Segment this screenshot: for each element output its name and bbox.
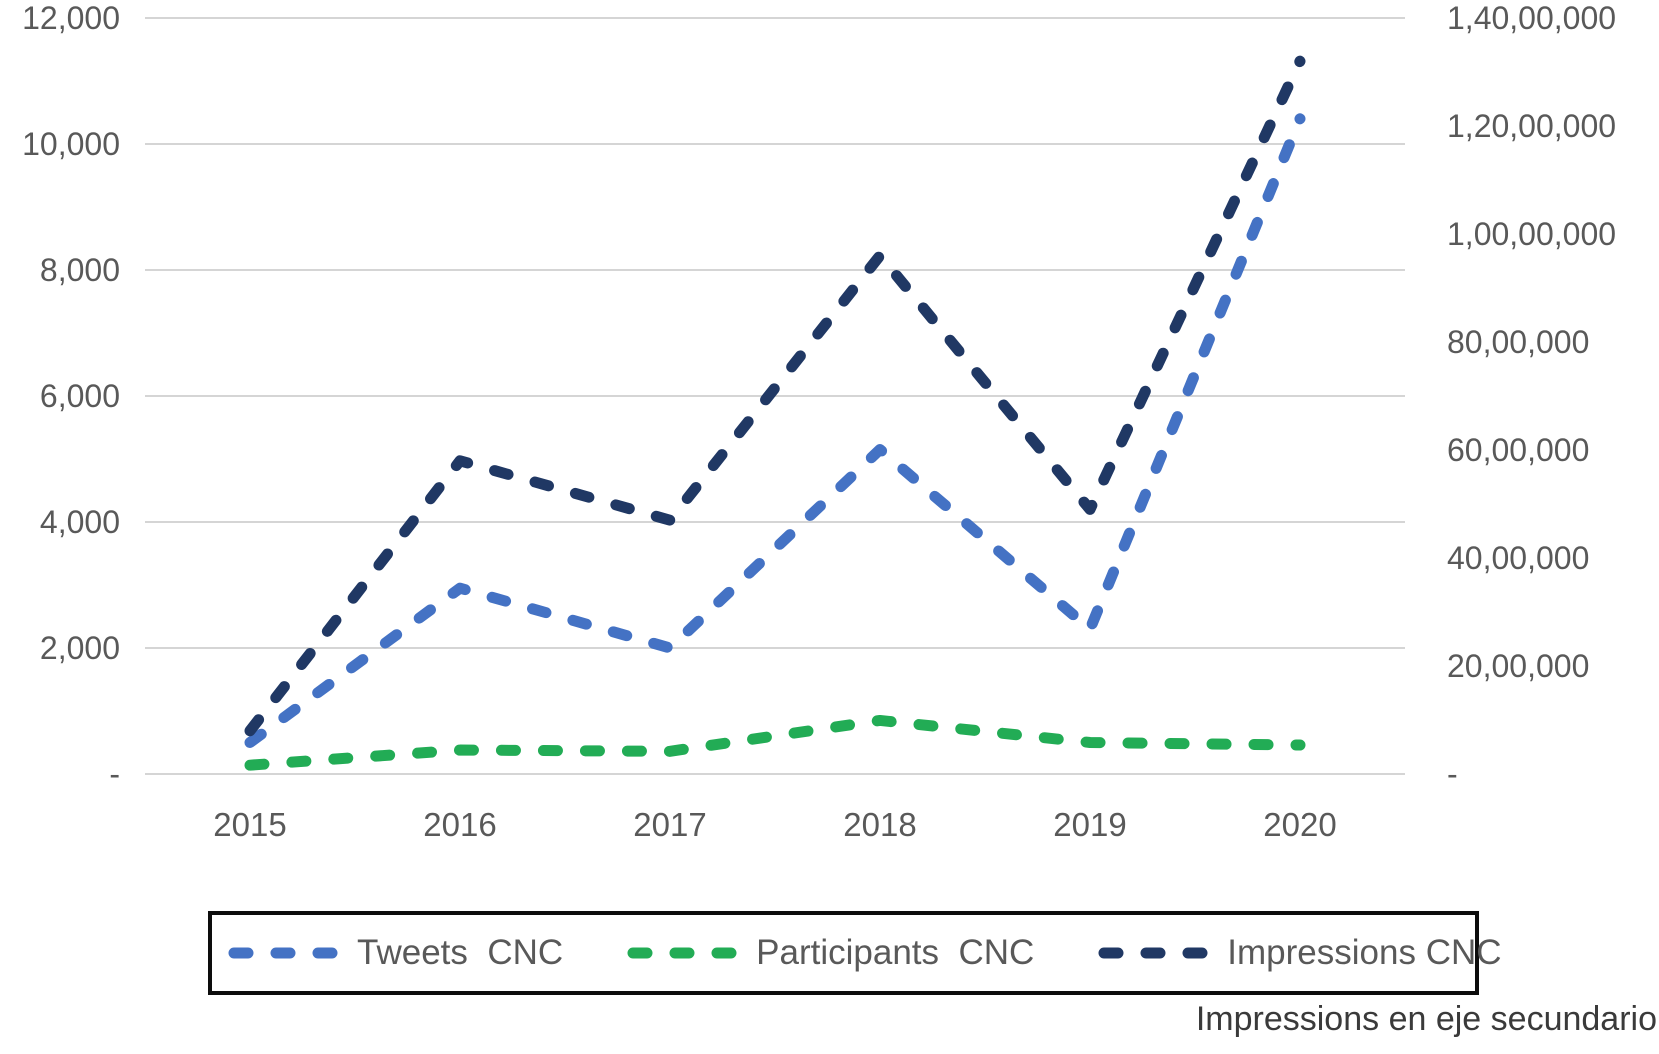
- primary-y-tick-label: 8,000: [40, 252, 120, 288]
- series-lines-group: [244, 55, 1306, 771]
- legend-item-impressions-cnc: Impressions CNC: [1096, 933, 1502, 973]
- x-tick-label: 2015: [213, 806, 286, 843]
- secondary-y-axis: - 20,00,000 40,00,000 60,00,000 80,00,000 1,0…: [1447, 0, 1616, 792]
- x-tick-label: 2020: [1263, 806, 1336, 843]
- x-tick-label: 2017: [633, 806, 706, 843]
- primary-y-tick-label: 6,000: [40, 378, 120, 414]
- legend-dash-swatch: [1098, 947, 1210, 959]
- secondary-y-tick-label: 1,00,00,000: [1447, 216, 1616, 252]
- primary-y-tick-label: 12,000: [22, 0, 120, 36]
- secondary-y-tick-label: 60,00,000: [1447, 432, 1589, 468]
- legend-dash-swatch: [228, 947, 340, 959]
- x-axis: 2015 2016 2017 2018 2019 2020: [213, 806, 1336, 843]
- series-line-participants-cnc: [244, 714, 1306, 771]
- secondary-y-tick-label: 1,20,00,000: [1447, 108, 1616, 144]
- legend: Tweets CNC Participants CNC Impressions CN…: [208, 911, 1502, 995]
- primary-y-tick-label: -: [109, 756, 120, 792]
- series-line-impressions-cnc: [244, 55, 1306, 737]
- secondary-y-tick-label: 80,00,000: [1447, 324, 1589, 360]
- legend-item-participants-cnc: Participants CNC: [625, 933, 1034, 973]
- secondary-y-tick-label: 1,40,00,000: [1447, 0, 1616, 36]
- x-tick-label: 2018: [843, 806, 916, 843]
- legend-label: Participants CNC: [756, 933, 1035, 972]
- legend-item-tweets-cnc: Tweets CNC: [226, 933, 563, 973]
- secondary-y-tick-label: -: [1447, 756, 1458, 792]
- primary-y-axis: - 2,000 4,000 6,000 8,000 10,000 12,000: [22, 0, 120, 792]
- primary-y-tick-label: 10,000: [22, 126, 120, 162]
- primary-y-tick-label: 4,000: [40, 504, 120, 540]
- legend-label: Impressions CNC: [1227, 933, 1502, 972]
- secondary-axis-note: Impressions en eje secundario: [1195, 1000, 1657, 1038]
- x-tick-label: 2019: [1053, 806, 1126, 843]
- primary-y-tick-label: 2,000: [40, 630, 120, 666]
- x-tick-label: 2016: [423, 806, 496, 843]
- secondary-y-tick-label: 20,00,000: [1447, 648, 1589, 684]
- series-line-tweets-cnc: [244, 113, 1306, 748]
- gridlines-group: [145, 17, 1405, 775]
- secondary-y-tick-label: 40,00,000: [1447, 540, 1589, 576]
- legend-dash-swatch: [627, 947, 739, 959]
- legend-label: Tweets CNC: [357, 933, 564, 972]
- combo-line-chart: - 2,000 4,000 6,000 8,000 10,000 12,000 - 20,00…: [22, 0, 1616, 843]
